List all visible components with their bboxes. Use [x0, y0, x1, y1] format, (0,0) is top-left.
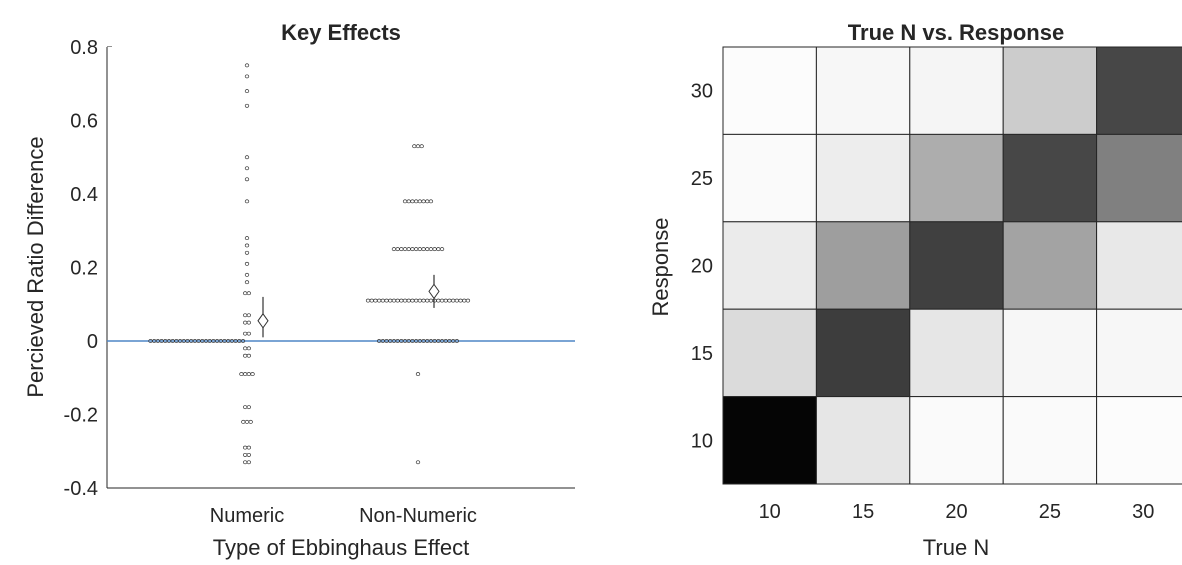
data-point	[439, 247, 445, 252]
heatmap-cell	[1002, 133, 1098, 223]
data-point	[244, 63, 250, 68]
heatmap-cell	[815, 133, 911, 223]
data-point	[246, 452, 252, 457]
heatmap-y-ticks: 10 15 20 25 30	[691, 81, 713, 453]
key-effects-title: Key Effects	[281, 20, 401, 45]
data-point	[246, 460, 252, 465]
heatmap-y-tick-label: 10	[691, 430, 713, 452]
heatmap-cell	[1002, 396, 1098, 485]
heatmap-cell	[722, 308, 817, 398]
heatmap-y-tick-label: 20	[691, 256, 713, 278]
data-point	[415, 372, 421, 377]
data-point	[148, 339, 153, 343]
heatmap-cells	[722, 46, 1182, 485]
heatmap-cell	[1096, 308, 1182, 398]
data-point	[465, 298, 471, 303]
heatmap-cell	[815, 308, 911, 398]
data-point	[419, 144, 424, 149]
key-effects-x-label: Type of Ebbinghaus Effect	[213, 535, 469, 560]
x-tick-label: Numeric	[210, 505, 284, 527]
y-tick-label: 0.6	[70, 111, 98, 133]
heatmap-cell	[1096, 46, 1182, 135]
data-point	[246, 353, 252, 358]
key-effects-x-ticks: Numeric Non-Numeric	[210, 505, 477, 527]
data-point	[244, 177, 250, 182]
heatmap-x-tick-label: 10	[759, 501, 781, 523]
heatmap-y-tick-label: 15	[691, 343, 713, 365]
data-point	[415, 460, 421, 465]
data-point	[428, 199, 434, 204]
heatmap-cell	[722, 46, 817, 135]
data-point	[244, 155, 250, 160]
heatmap-cell	[909, 46, 1004, 135]
data-point	[246, 313, 252, 318]
y-tick-label: 0.2	[70, 258, 98, 280]
data-point	[246, 291, 252, 296]
heatmap-x-tick-label: 20	[945, 501, 967, 523]
data-point	[246, 405, 252, 410]
data-point	[244, 280, 250, 285]
heatmap-cell	[722, 396, 817, 485]
key-effects-y-label: Percieved Ratio Difference	[23, 136, 48, 397]
data-point	[244, 74, 250, 79]
heatmap-cell	[1002, 46, 1098, 135]
data-point	[454, 339, 460, 343]
key-effects-plot-area	[107, 47, 575, 488]
y-tick-label: 0.8	[70, 37, 98, 59]
x-tick-label: Non-Numeric	[359, 505, 477, 527]
heatmap-x-ticks: 10 15 20 25 30	[759, 501, 1155, 523]
key-effects-means	[257, 274, 440, 338]
data-point	[244, 261, 250, 266]
data-point	[250, 372, 255, 377]
heatmap-cell	[909, 133, 1004, 223]
key-effects-chart: Key Effects -0.4 -0.2 0 0.2 0.4 0.6 0.8 Numeri…	[23, 20, 575, 560]
data-point	[244, 89, 250, 94]
heatmap-cell	[1096, 396, 1182, 485]
y-tick-label: 0.4	[70, 184, 98, 206]
data-point	[244, 236, 250, 241]
true-n-vs-response-chart: True N vs. Response 10 15 20 25 30 10 15 20 25 3…	[648, 20, 1182, 560]
data-point	[246, 445, 252, 450]
heatmap-x-tick-label: 15	[852, 501, 874, 523]
data-point	[244, 103, 250, 108]
data-point	[246, 320, 252, 325]
data-point	[246, 346, 252, 351]
data-point	[246, 331, 252, 336]
data-point	[244, 250, 250, 255]
data-point	[244, 166, 250, 171]
y-tick-label: -0.4	[64, 478, 98, 500]
data-point	[244, 199, 250, 204]
heatmap-x-tick-label: 25	[1039, 501, 1061, 523]
heatmap-cell	[1096, 221, 1182, 310]
heatmap-cell	[815, 46, 911, 135]
heatmap-y-tick-label: 30	[691, 81, 713, 103]
mean-marker	[428, 283, 440, 300]
heatmap-cell	[1002, 221, 1098, 310]
heatmap-y-label: Response	[648, 217, 673, 316]
heatmap-cell	[1002, 308, 1098, 398]
key-effects-y-ticks: -0.4 -0.2 0 0.2 0.4 0.6 0.8	[64, 37, 112, 500]
data-point	[248, 419, 253, 424]
heatmap-cell	[909, 396, 1004, 485]
y-tick-label: -0.2	[64, 405, 98, 427]
heatmap-cell	[1096, 133, 1182, 223]
heatmap-title: True N vs. Response	[848, 20, 1064, 45]
mean-marker	[257, 312, 269, 329]
heatmap-cell	[722, 133, 817, 223]
heatmap-y-tick-label: 25	[691, 168, 713, 190]
heatmap-x-tick-label: 30	[1132, 501, 1154, 523]
heatmap-x-label: True N	[923, 535, 989, 560]
heatmap-cell	[815, 221, 911, 310]
heatmap-cell	[909, 308, 1004, 398]
heatmap-cell	[909, 221, 1004, 310]
heatmap-cell	[815, 396, 911, 485]
data-point	[244, 272, 250, 277]
heatmap-cell	[722, 221, 817, 310]
data-point	[244, 243, 250, 248]
y-tick-label: 0	[87, 331, 98, 353]
key-effects-points	[148, 63, 471, 465]
heatmap-frame	[722, 46, 1182, 485]
